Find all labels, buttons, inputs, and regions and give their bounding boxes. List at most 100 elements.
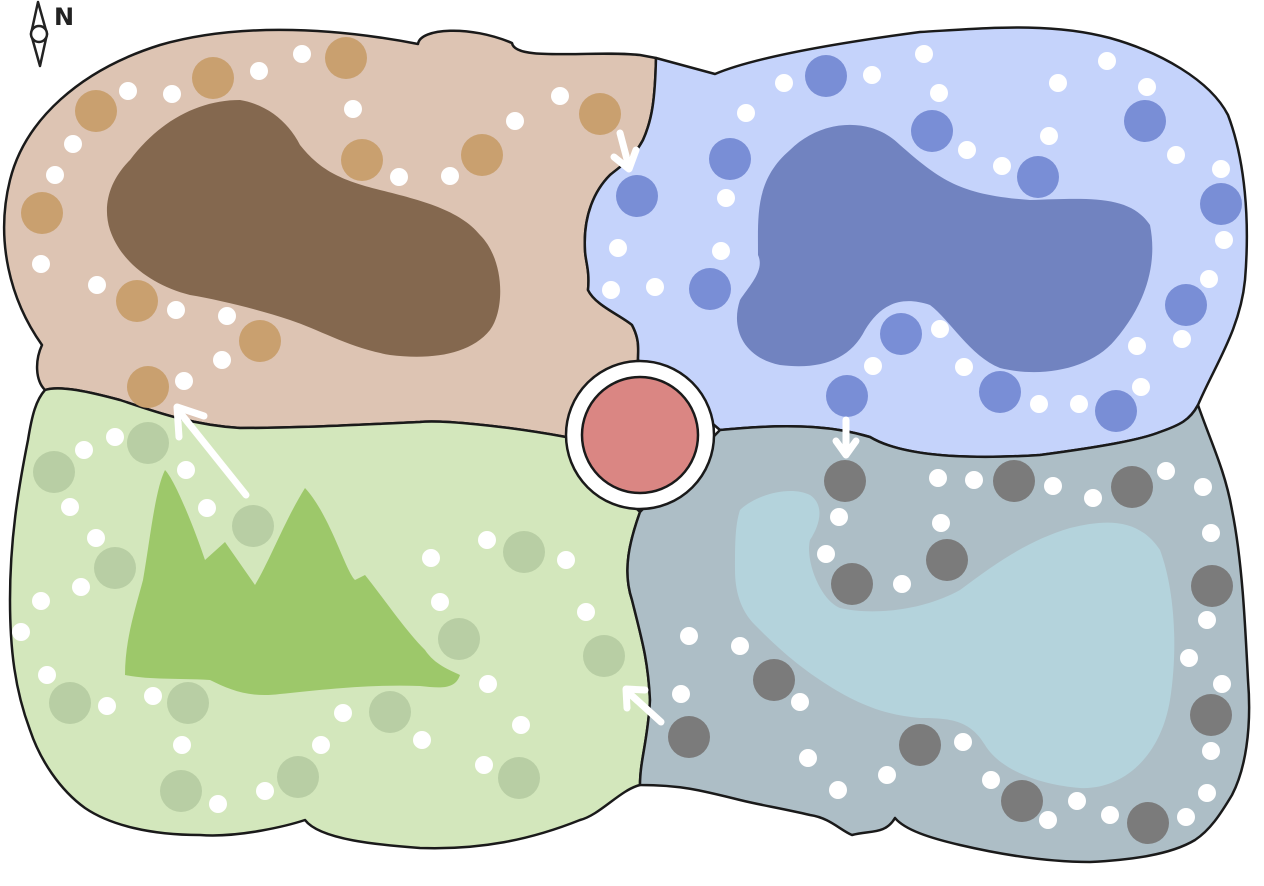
path-space[interactable]	[198, 499, 216, 517]
slate-space[interactable]	[1190, 694, 1232, 736]
green-space[interactable]	[583, 635, 625, 677]
path-space[interactable]	[75, 441, 93, 459]
brown-space[interactable]	[192, 57, 234, 99]
path-space[interactable]	[1049, 74, 1067, 92]
path-space[interactable]	[441, 167, 459, 185]
blue-space[interactable]	[1165, 284, 1207, 326]
path-space[interactable]	[163, 85, 181, 103]
path-space[interactable]	[32, 592, 50, 610]
path-space[interactable]	[431, 593, 449, 611]
path-space[interactable]	[1202, 742, 1220, 760]
path-space[interactable]	[312, 736, 330, 754]
path-space[interactable]	[1098, 52, 1116, 70]
blue-space[interactable]	[1017, 156, 1059, 198]
path-space[interactable]	[830, 508, 848, 526]
green-space[interactable]	[160, 770, 202, 812]
path-space[interactable]	[256, 782, 274, 800]
slate-space[interactable]	[926, 539, 968, 581]
slate-space[interactable]	[753, 659, 795, 701]
path-space[interactable]	[1180, 649, 1198, 667]
path-space[interactable]	[931, 320, 949, 338]
path-space[interactable]	[475, 756, 493, 774]
path-space[interactable]	[87, 529, 105, 547]
green-space[interactable]	[277, 756, 319, 798]
blue-space[interactable]	[1095, 390, 1137, 432]
path-space[interactable]	[88, 276, 106, 294]
slate-space[interactable]	[1191, 565, 1233, 607]
blue-space[interactable]	[1200, 183, 1242, 225]
path-space[interactable]	[334, 704, 352, 722]
path-space[interactable]	[1084, 489, 1102, 507]
path-space[interactable]	[1068, 792, 1086, 810]
green-space[interactable]	[49, 682, 91, 724]
green-space[interactable]	[438, 618, 480, 660]
blue-space[interactable]	[805, 55, 847, 97]
path-space[interactable]	[72, 578, 90, 596]
path-space[interactable]	[209, 795, 227, 813]
path-space[interactable]	[791, 693, 809, 711]
path-space[interactable]	[293, 45, 311, 63]
green-space[interactable]	[232, 505, 274, 547]
path-space[interactable]	[1030, 395, 1048, 413]
path-space[interactable]	[218, 307, 236, 325]
path-space[interactable]	[512, 716, 530, 734]
path-space[interactable]	[932, 514, 950, 532]
blue-space[interactable]	[826, 375, 868, 417]
brown-space[interactable]	[461, 134, 503, 176]
path-space[interactable]	[250, 62, 268, 80]
path-space[interactable]	[930, 84, 948, 102]
slate-space[interactable]	[1001, 780, 1043, 822]
slate-space[interactable]	[1127, 802, 1169, 844]
path-space[interactable]	[413, 731, 431, 749]
path-space[interactable]	[731, 637, 749, 655]
path-space[interactable]	[551, 87, 569, 105]
path-space[interactable]	[38, 666, 56, 684]
slate-space[interactable]	[824, 460, 866, 502]
green-space[interactable]	[127, 422, 169, 464]
path-space[interactable]	[61, 498, 79, 516]
green-space[interactable]	[167, 682, 209, 724]
path-space[interactable]	[993, 157, 1011, 175]
brown-space[interactable]	[127, 366, 169, 408]
blue-space[interactable]	[911, 110, 953, 152]
path-space[interactable]	[717, 189, 735, 207]
path-space[interactable]	[712, 242, 730, 260]
path-space[interactable]	[893, 575, 911, 593]
path-space[interactable]	[173, 736, 191, 754]
path-space[interactable]	[64, 135, 82, 153]
path-space[interactable]	[680, 627, 698, 645]
blue-space[interactable]	[1124, 100, 1166, 142]
blue-space[interactable]	[689, 268, 731, 310]
path-space[interactable]	[422, 549, 440, 567]
path-space[interactable]	[1198, 611, 1216, 629]
path-space[interactable]	[1157, 462, 1175, 480]
path-space[interactable]	[119, 82, 137, 100]
path-space[interactable]	[479, 675, 497, 693]
path-space[interactable]	[602, 281, 620, 299]
green-space[interactable]	[369, 691, 411, 733]
path-space[interactable]	[954, 733, 972, 751]
path-space[interactable]	[646, 278, 664, 296]
brown-space[interactable]	[239, 320, 281, 362]
green-space[interactable]	[33, 451, 75, 493]
blue-space[interactable]	[616, 175, 658, 217]
path-space[interactable]	[609, 239, 627, 257]
slate-space[interactable]	[899, 724, 941, 766]
slate-space[interactable]	[831, 563, 873, 605]
path-space[interactable]	[775, 74, 793, 92]
path-space[interactable]	[737, 104, 755, 122]
path-space[interactable]	[1070, 395, 1088, 413]
path-space[interactable]	[98, 697, 116, 715]
path-space[interactable]	[1040, 127, 1058, 145]
path-space[interactable]	[799, 749, 817, 767]
path-space[interactable]	[557, 551, 575, 569]
path-space[interactable]	[958, 141, 976, 159]
path-space[interactable]	[1212, 160, 1230, 178]
blue-space[interactable]	[880, 313, 922, 355]
path-space[interactable]	[167, 301, 185, 319]
brown-space[interactable]	[341, 139, 383, 181]
path-space[interactable]	[1202, 524, 1220, 542]
path-space[interactable]	[506, 112, 524, 130]
path-space[interactable]	[817, 545, 835, 563]
green-space[interactable]	[503, 531, 545, 573]
